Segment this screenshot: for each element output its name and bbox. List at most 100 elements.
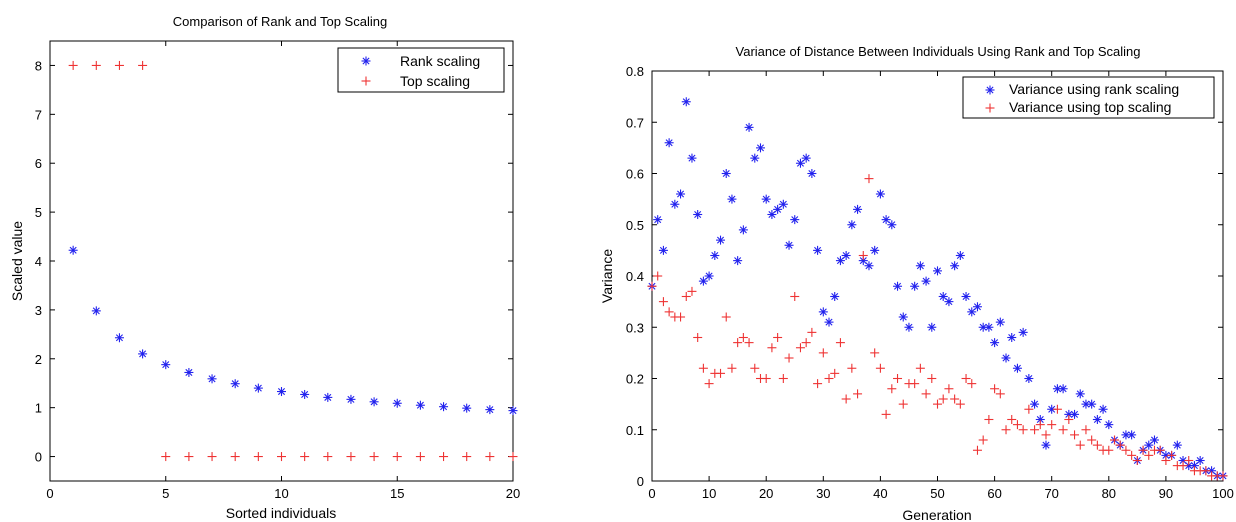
legend-entry-rank-variance: Variance using rank scaling (1009, 81, 1179, 97)
asterisk-point (508, 406, 518, 416)
plus-point (369, 452, 379, 462)
plus-point (830, 368, 840, 378)
asterisk-point (1018, 327, 1028, 337)
asterisk-point (767, 210, 777, 219)
plus-point (1018, 425, 1028, 435)
y-tick-label: 3 (35, 303, 42, 318)
plus-point (950, 394, 960, 404)
legend-plus-marker (985, 103, 995, 113)
asterisk-point (944, 297, 954, 307)
plus-point (910, 379, 920, 389)
asterisk-point (887, 220, 897, 230)
asterisk-point (323, 392, 333, 402)
asterisk-point (950, 261, 960, 271)
chart-variance-of-distance: Variance of Distance Between Individuals… (599, 44, 1234, 522)
asterisk-point (253, 383, 263, 393)
asterisk-point (1030, 399, 1040, 409)
asterisk-point (1001, 353, 1011, 363)
chart-title: Variance of Distance Between Individuals… (736, 44, 1141, 59)
asterisk-point (687, 153, 697, 163)
x-tick-label: 10 (274, 486, 288, 501)
plus-point (893, 374, 903, 383)
plus-point (1167, 450, 1177, 460)
asterisk-point (778, 199, 788, 209)
y-tick-label: 5 (35, 205, 42, 220)
asterisk-point (853, 204, 863, 214)
plot-frame (651, 70, 1224, 482)
plus-point (927, 374, 937, 383)
plus-point (921, 389, 931, 399)
asterisk-point (755, 143, 765, 153)
plus-point (807, 327, 817, 337)
asterisk-point (300, 389, 310, 399)
asterisk-point (1189, 461, 1199, 471)
asterisk-point (704, 271, 714, 281)
plus-point (870, 348, 880, 358)
x-tick-label: 0 (648, 486, 655, 501)
y-tick-label: 0.3 (626, 320, 644, 335)
asterisk-point (1098, 404, 1108, 414)
asterisk-point (801, 153, 811, 163)
plus-point (1138, 445, 1148, 455)
axis-ticks: 0 5 10 15 20 0 1 2 3 4 5 6 7 8 (35, 41, 520, 501)
asterisk-point (841, 251, 851, 260)
plus-point (1092, 440, 1102, 450)
y-tick-label: 0.1 (626, 423, 644, 438)
axis-ticks: 0 10 20 30 40 50 60 70 80 90 100 0 0.1 0.2 0.3 0.4 0.5 0.… (626, 64, 1234, 501)
plus-point (1161, 456, 1171, 465)
asterisk-point (664, 138, 674, 148)
plus-point (744, 338, 754, 348)
plus-point (790, 292, 800, 301)
plus-point (1132, 456, 1142, 465)
asterisk-point (161, 360, 171, 370)
plus-point (858, 251, 868, 260)
plus-point (300, 452, 310, 462)
plus-point (658, 297, 668, 307)
asterisk-point (1087, 399, 1097, 409)
x-tick-label: 60 (987, 486, 1001, 501)
asterisk-point (773, 204, 783, 214)
legend-markers (985, 85, 995, 113)
plus-point (881, 409, 891, 419)
asterisk-point (415, 400, 425, 410)
asterisk-point (818, 307, 828, 317)
asterisk-point (1172, 440, 1182, 450)
plus-point (778, 374, 788, 383)
plus-point (462, 452, 472, 462)
plus-point (1041, 430, 1051, 440)
plus-point (738, 333, 748, 342)
plus-point (938, 394, 948, 404)
x-tick-label: 20 (759, 486, 773, 501)
plus-point (693, 333, 703, 342)
plus-point (887, 384, 897, 394)
x-tick-label: 5 (162, 486, 169, 501)
y-tick-label: 2 (35, 352, 42, 367)
asterisk-point (835, 256, 845, 266)
asterisk-point (933, 266, 942, 276)
plus-point (161, 452, 171, 462)
asterisk-point (346, 394, 356, 404)
asterisk-point (716, 235, 726, 245)
asterisk-point (910, 281, 920, 291)
asterisk-point (875, 189, 885, 199)
asterisk-point (744, 122, 754, 132)
plus-point (1001, 425, 1011, 435)
plus-point (727, 363, 737, 373)
asterisk-point (858, 256, 868, 266)
x-tick-label: 80 (1102, 486, 1116, 501)
asterisk-point (277, 387, 286, 397)
asterisk-point (653, 215, 663, 225)
plus-point (230, 452, 240, 462)
asterisk-point (114, 333, 124, 343)
x-tick-label: 40 (873, 486, 887, 501)
asterisk-point (1127, 430, 1137, 440)
plus-point (933, 399, 942, 409)
plus-point (961, 374, 971, 383)
asterisk-point (978, 322, 988, 332)
asterisk-point (938, 292, 948, 301)
asterisk-point (813, 245, 823, 255)
legend-asterisk-marker (985, 85, 995, 95)
asterisk-point (921, 276, 931, 286)
asterisk-point (1144, 440, 1154, 450)
plus-point (1218, 471, 1228, 481)
